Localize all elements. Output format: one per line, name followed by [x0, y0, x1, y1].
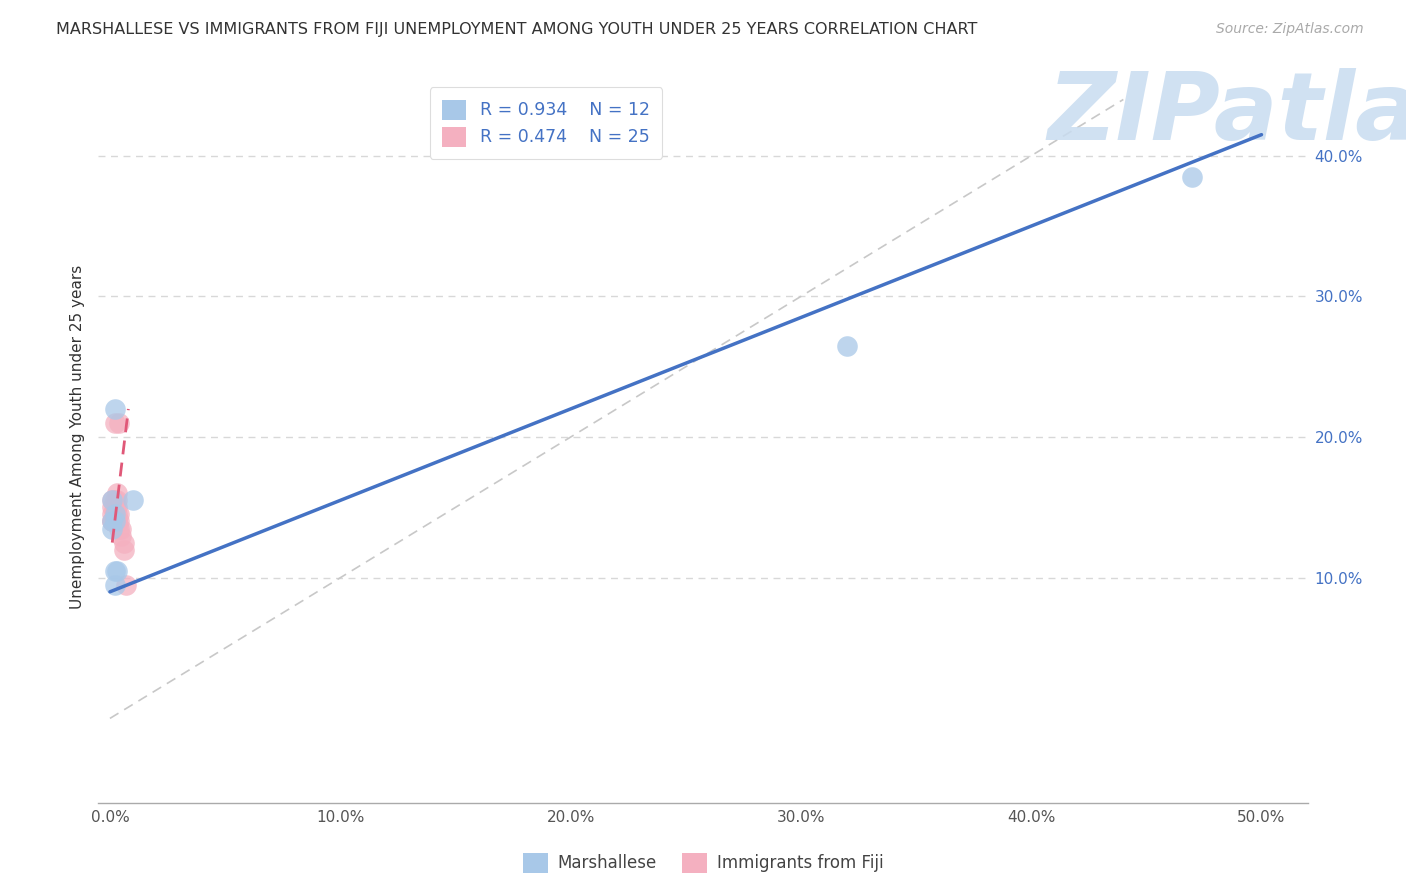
Point [103, 401, 125, 416]
Point [115, 578, 138, 592]
Point [105, 500, 128, 515]
Point [110, 528, 132, 542]
Point [108, 521, 131, 535]
Point [101, 521, 124, 535]
Point [101, 500, 124, 515]
Point [112, 535, 135, 549]
Point [835, 338, 858, 352]
Point [108, 515, 131, 529]
Point [105, 493, 128, 508]
Text: Source: ZipAtlas.com: Source: ZipAtlas.com [1216, 22, 1364, 37]
Point [103, 500, 125, 515]
Point [103, 564, 125, 578]
Point [1181, 169, 1204, 184]
Point [103, 493, 125, 508]
Point [103, 515, 125, 529]
Point [103, 578, 125, 592]
Point [101, 515, 124, 529]
Point [112, 542, 135, 557]
Point [101, 493, 124, 508]
Y-axis label: Unemployment Among Youth under 25 years: Unemployment Among Youth under 25 years [70, 265, 86, 609]
Legend: R = 0.934    N = 12, R = 0.474    N = 25: R = 0.934 N = 12, R = 0.474 N = 25 [430, 87, 662, 159]
Point [105, 564, 128, 578]
Point [101, 493, 124, 508]
Point [103, 508, 125, 522]
Point [103, 515, 125, 529]
Point [108, 508, 131, 522]
Point [103, 508, 125, 522]
Point [108, 416, 131, 430]
Point [103, 515, 125, 529]
Text: ZIPatlas: ZIPatlas [1047, 68, 1406, 160]
Point [122, 493, 145, 508]
Point [101, 515, 124, 529]
Point [103, 416, 125, 430]
Point [110, 521, 132, 535]
Point [105, 515, 128, 529]
Legend: Marshallese, Immigrants from Fiji: Marshallese, Immigrants from Fiji [516, 847, 890, 880]
Point [101, 508, 124, 522]
Text: MARSHALLESE VS IMMIGRANTS FROM FIJI UNEMPLOYMENT AMONG YOUTH UNDER 25 YEARS CORR: MARSHALLESE VS IMMIGRANTS FROM FIJI UNEM… [56, 22, 977, 37]
Point [101, 515, 124, 529]
Point [105, 486, 128, 500]
Point [105, 508, 128, 522]
